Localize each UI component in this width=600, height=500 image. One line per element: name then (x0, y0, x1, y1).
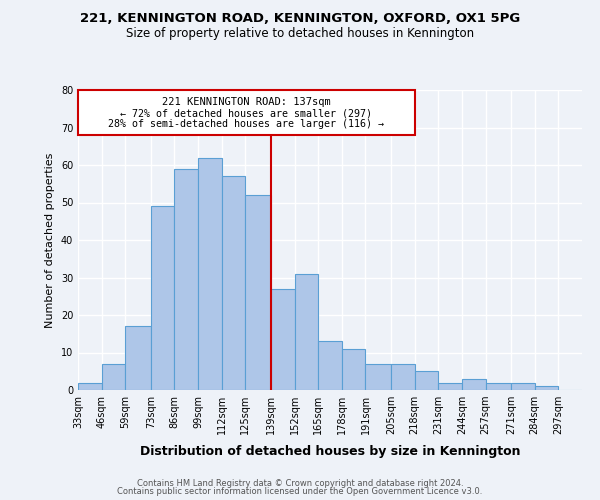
Text: Size of property relative to detached houses in Kennington: Size of property relative to detached ho… (126, 28, 474, 40)
Text: Contains HM Land Registry data © Crown copyright and database right 2024.: Contains HM Land Registry data © Crown c… (137, 478, 463, 488)
Bar (462, 379, 485, 390)
Bar (342, 349, 365, 390)
Text: 28% of semi-detached houses are larger (116) →: 28% of semi-detached houses are larger (… (109, 119, 385, 129)
Bar (391, 364, 415, 390)
X-axis label: Distribution of detached houses by size in Kennington: Distribution of detached houses by size … (140, 446, 520, 458)
Bar (365, 364, 391, 390)
Bar (78, 382, 101, 390)
Bar (295, 274, 318, 390)
Text: 221 KENNINGTON ROAD: 137sqm: 221 KENNINGTON ROAD: 137sqm (162, 97, 331, 107)
Bar (175, 169, 198, 390)
Text: Contains public sector information licensed under the Open Government Licence v3: Contains public sector information licen… (118, 487, 482, 496)
Text: 221, KENNINGTON ROAD, KENNINGTON, OXFORD, OX1 5PG: 221, KENNINGTON ROAD, KENNINGTON, OXFORD… (80, 12, 520, 26)
Bar (415, 371, 438, 390)
Bar (222, 176, 245, 390)
Bar (245, 195, 271, 390)
Bar (511, 382, 535, 390)
Text: ← 72% of detached houses are smaller (297): ← 72% of detached houses are smaller (29… (121, 108, 373, 118)
Bar (318, 341, 342, 390)
Bar (485, 382, 511, 390)
Bar (535, 386, 559, 390)
Bar (438, 382, 462, 390)
Y-axis label: Number of detached properties: Number of detached properties (45, 152, 55, 328)
Bar (198, 158, 222, 390)
Bar (125, 326, 151, 390)
Bar (271, 289, 295, 390)
Bar (101, 364, 125, 390)
Bar (151, 206, 175, 390)
Bar (78, 90, 415, 135)
